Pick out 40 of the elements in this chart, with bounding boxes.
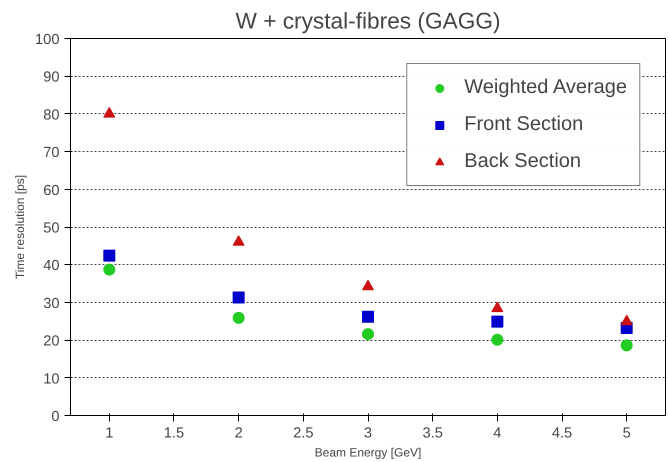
x-tick-label: 3 <box>364 426 372 442</box>
x-axis-title: Beam Energy [GeV] <box>314 446 422 460</box>
legend-label: Back Section <box>464 150 582 173</box>
y-tick-label: 30 <box>43 296 60 312</box>
point <box>362 328 374 340</box>
point <box>620 339 633 352</box>
point <box>232 312 245 324</box>
x-tick-label: 3.5 <box>422 426 443 442</box>
x-tick-label: 2.5 <box>293 426 314 442</box>
y-tick-label: 10 <box>43 371 60 388</box>
point <box>232 292 245 304</box>
point <box>103 250 116 262</box>
y-tick-label: 90 <box>43 70 60 86</box>
point <box>620 314 633 326</box>
y-tick-label: 50 <box>43 220 60 236</box>
legend-label: Weighted Average <box>464 76 627 99</box>
y-tick-label: 0 <box>51 409 60 425</box>
point <box>362 280 374 290</box>
y-axis-title: Time resolution [ps] <box>13 174 28 280</box>
y-tick-label: 100 <box>35 32 60 48</box>
x-tick-label: 1 <box>105 426 114 442</box>
y-tick-label: 70 <box>43 145 60 162</box>
y-tick-label: 60 <box>43 182 60 199</box>
x-tick-label: 4.5 <box>552 426 572 442</box>
point <box>232 235 245 246</box>
point <box>103 264 116 276</box>
point <box>491 316 504 328</box>
point <box>491 334 504 346</box>
x-tick-label: 2 <box>234 426 243 442</box>
point <box>491 302 504 312</box>
x-tick-label: 4 <box>493 426 502 442</box>
point <box>103 107 116 118</box>
x-tick-label: 1.5 <box>164 426 184 442</box>
legend-label: Front Section <box>464 113 584 136</box>
y-tick-label: 40 <box>43 258 60 274</box>
x-tick-label: 5 <box>622 426 631 442</box>
chart-title: W + crystal-fibres (GAGG) <box>236 8 500 34</box>
point <box>362 310 374 323</box>
y-tick-label: 80 <box>43 107 60 124</box>
y-tick-label: 20 <box>43 334 60 350</box>
